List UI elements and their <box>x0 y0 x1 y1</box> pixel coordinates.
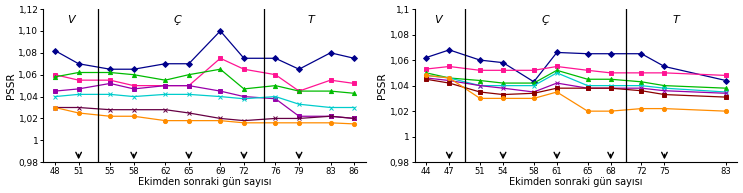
Text: V: V <box>434 15 441 25</box>
X-axis label: Ekimden sonraki gün sayısı: Ekimden sonraki gün sayısı <box>509 177 643 187</box>
X-axis label: Ekimden sonraki gün sayısı: Ekimden sonraki gün sayısı <box>137 177 271 187</box>
Text: Ç: Ç <box>173 15 181 25</box>
Text: T: T <box>672 15 679 25</box>
Text: V: V <box>67 15 74 25</box>
Y-axis label: PSSR: PSSR <box>377 72 387 99</box>
Y-axis label: PSSR: PSSR <box>5 72 16 99</box>
Text: Ç: Ç <box>542 15 549 25</box>
Text: T: T <box>308 15 314 25</box>
